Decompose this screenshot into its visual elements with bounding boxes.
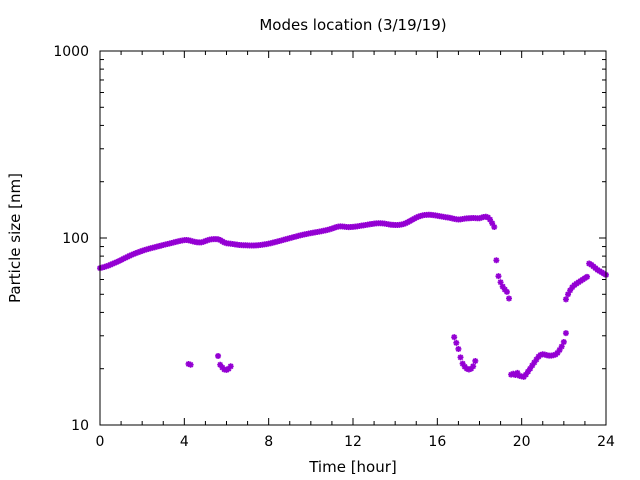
data-point [128, 251, 135, 258]
plot-frame [99, 50, 607, 426]
x-tick-label: 8 [264, 434, 273, 450]
data-point [451, 334, 458, 341]
x-tick-label: 0 [96, 434, 105, 450]
data-point [503, 288, 510, 295]
data-point [514, 369, 521, 376]
data-point [493, 257, 500, 264]
y-axis-label: Particle size [nm] [6, 173, 24, 303]
x-tick-label: 16 [428, 434, 446, 450]
data-point [506, 295, 513, 302]
data-point [472, 357, 479, 364]
chart-title: Modes location (3/19/19) [259, 16, 446, 34]
data-point [562, 296, 569, 303]
data-point [217, 361, 224, 368]
data-points [97, 211, 609, 380]
data-point [554, 349, 561, 356]
data-point [567, 287, 574, 294]
data-point [227, 363, 234, 370]
data-point [105, 262, 112, 269]
data-point [558, 343, 565, 350]
x-tick-label: 20 [513, 434, 531, 450]
data-point [556, 346, 563, 353]
data-point [499, 283, 506, 290]
data-point [107, 261, 114, 268]
data-point [524, 368, 531, 375]
data-point [225, 365, 232, 372]
data-point [215, 352, 222, 359]
data-point [522, 371, 529, 378]
data-point [531, 359, 538, 366]
data-point [457, 354, 464, 361]
data-point [508, 371, 515, 378]
data-point [565, 291, 572, 298]
data-point [487, 216, 494, 223]
data-point [533, 356, 540, 363]
data-point [459, 360, 466, 367]
data-point [491, 224, 498, 231]
data-point [489, 220, 496, 227]
data-point [455, 345, 462, 352]
data-point [529, 362, 536, 369]
data-point [400, 221, 407, 228]
data-point [413, 214, 420, 221]
y-tick-label: 10 [71, 418, 89, 434]
data-point [463, 365, 470, 372]
data-point [584, 273, 591, 280]
y-tick-label: 1000 [53, 44, 89, 60]
x-tick-label: 4 [180, 434, 189, 450]
data-point [111, 259, 118, 266]
x-tick-label: 24 [597, 434, 615, 450]
data-point [468, 365, 475, 372]
data-point [200, 238, 207, 245]
axis-ticks: 0 4 8 12 16 20 24 10 100 1000 [53, 44, 615, 450]
data-point [453, 339, 460, 346]
data-point [495, 273, 502, 280]
data-point [527, 365, 534, 372]
data-point [562, 330, 569, 337]
data-point [497, 279, 504, 286]
data-point [465, 366, 472, 373]
x-tick-label: 12 [344, 434, 362, 450]
data-point [126, 252, 133, 259]
data-point [470, 363, 477, 370]
data-point [501, 286, 508, 293]
data-point [130, 251, 137, 258]
data-point [187, 361, 194, 368]
y-tick-label: 100 [62, 231, 89, 247]
data-point [109, 260, 116, 267]
data-point [560, 338, 567, 345]
x-axis-label: Time [hour] [308, 458, 397, 476]
data-point [202, 238, 209, 245]
